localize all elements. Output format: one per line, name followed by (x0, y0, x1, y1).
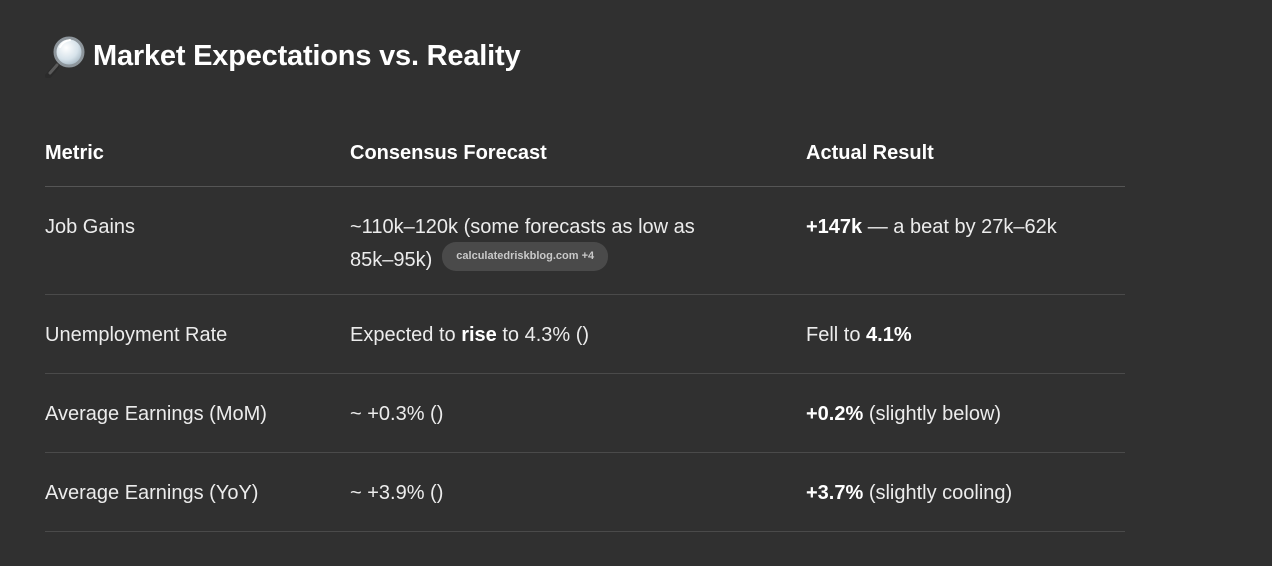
actual-cell: Fell to 4.1% (806, 295, 1125, 373)
forecast-emphasis: rise (461, 324, 497, 346)
table-row: Job Gains ~110k–120k (some forecasts as … (45, 186, 1125, 295)
actual-value: +0.2% (806, 403, 864, 425)
section-heading: Market Expectations vs. Reality (45, 34, 521, 79)
section-title: Market Expectations vs. Reality (93, 39, 521, 72)
forecast-cell: ~110k–120k (some forecasts as low as 85k… (350, 187, 806, 294)
actual-cell: +147k — a beat by 27k–62k (806, 187, 1125, 261)
forecast-text: Expected to (350, 324, 462, 346)
metric-cell: Unemployment Rate (45, 324, 228, 346)
actual-cell: +3.7% (slightly cooling) (806, 453, 1125, 531)
comparison-table: Metric Consensus Forecast Actual Result … (45, 120, 1125, 532)
metric-cell: Average Earnings (MoM) (45, 403, 267, 425)
column-header-actual: Actual Result (806, 120, 1125, 187)
actual-note: (slightly cooling) (863, 482, 1013, 504)
forecast-cell: Expected to rise to 4.3% () (350, 295, 806, 373)
magnifying-glass-icon (45, 34, 85, 79)
actual-value: 4.1% (866, 324, 912, 346)
forecast-cell: ~ +0.3% () (350, 403, 444, 425)
forecast-text-line2: 85k–95k) (350, 249, 433, 271)
table-header-row: Metric Consensus Forecast Actual Result (45, 120, 1125, 187)
source-citation-pill[interactable]: calculatedriskblog.com +4 (442, 242, 609, 272)
metric-cell: Average Earnings (YoY) (45, 482, 259, 504)
metric-cell: Job Gains (45, 216, 136, 238)
actual-note: (slightly below) (863, 403, 1002, 425)
actual-value: +147k (806, 216, 863, 238)
forecast-text: to 4.3% () (496, 324, 590, 346)
actual-note: Fell to (806, 324, 867, 346)
actual-note: — a beat by 27k–62k (862, 216, 1057, 238)
column-header-metric: Metric (45, 120, 350, 187)
table-row: Average Earnings (MoM) ~ +0.3% () +0.2% … (45, 373, 1125, 453)
table-row: Average Earnings (YoY) ~ +3.9% () +3.7% … (45, 452, 1125, 532)
actual-value: +3.7% (806, 482, 864, 504)
table-row: Unemployment Rate Expected to rise to 4.… (45, 294, 1125, 374)
forecast-text-line1: ~110k–120k (some forecasts as low as (350, 216, 695, 238)
forecast-cell: ~ +3.9% () (350, 482, 444, 504)
actual-cell: +0.2% (slightly below) (806, 374, 1125, 452)
column-header-forecast: Consensus Forecast (350, 120, 806, 187)
